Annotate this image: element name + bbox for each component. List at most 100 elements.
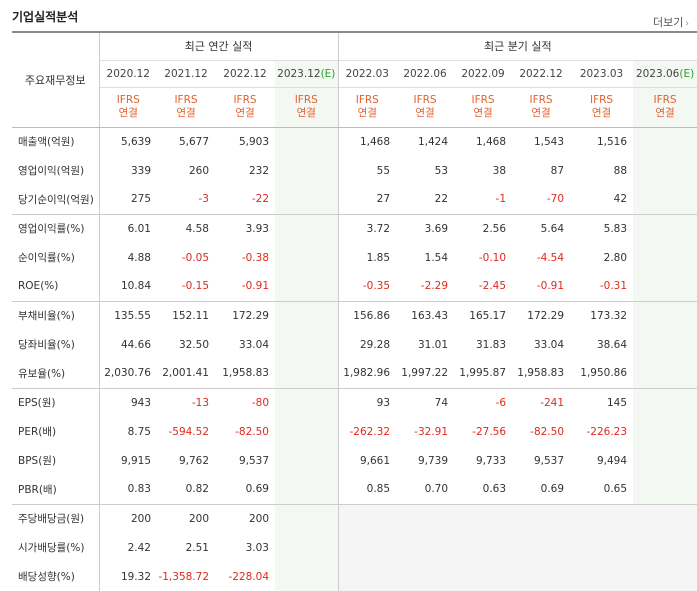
value-cell: 339 bbox=[98, 156, 157, 185]
value-cell: 42 bbox=[613, 193, 628, 206]
value-cell: 33.04 bbox=[533, 338, 565, 351]
period-header: 2023.03 bbox=[570, 59, 634, 87]
value-cell bbox=[570, 562, 634, 591]
value-cell: 0.69 bbox=[245, 483, 269, 496]
value-cell: 29.28 bbox=[337, 330, 397, 359]
value-cell: 2,030.76 bbox=[98, 359, 157, 388]
value-cell bbox=[633, 446, 697, 475]
value-cell: -0.35 bbox=[337, 272, 397, 301]
value-cell bbox=[633, 156, 697, 185]
table-row: EPS(원) 943 -13 -80 93 74 -6 -241 145 bbox=[12, 387, 697, 417]
value-cell: 1,958.83 bbox=[517, 367, 565, 380]
period-header: 2022.12 bbox=[512, 59, 571, 87]
value-cell: 0.85 bbox=[337, 475, 397, 504]
value-cell: 1,468 bbox=[475, 135, 507, 148]
ifrs-consolidated-label: IFRS 연결 bbox=[98, 86, 157, 128]
ifrs-consolidated-label: IFRS 연결 bbox=[157, 86, 215, 128]
value-cell bbox=[633, 475, 697, 504]
period-label: 2023.06 bbox=[635, 67, 680, 80]
value-cell bbox=[275, 213, 339, 243]
value-cell bbox=[454, 503, 513, 533]
row-label: 당좌비율(%) bbox=[18, 339, 75, 351]
value-cell: 8.75 bbox=[98, 417, 157, 446]
value-cell bbox=[275, 272, 339, 301]
value-cell: 1,543 bbox=[533, 135, 565, 148]
value-cell: 31.83 bbox=[475, 338, 507, 351]
value-cell: -22 bbox=[251, 193, 269, 206]
period-header: 2023.06(E) bbox=[633, 59, 697, 87]
value-cell: 172.29 bbox=[215, 300, 275, 330]
value-cell bbox=[633, 213, 697, 243]
value-cell bbox=[275, 533, 339, 562]
value-cell: 38.64 bbox=[596, 338, 628, 351]
value-cell bbox=[275, 359, 339, 388]
annual-group-header: 최근 연간 실적 bbox=[98, 31, 339, 60]
value-cell: 5,903 bbox=[238, 135, 269, 148]
value-cell: 5.64 bbox=[512, 213, 571, 243]
value-cell bbox=[633, 272, 697, 301]
value-cell: 1,982.96 bbox=[337, 359, 397, 388]
period-label: 2023.12 bbox=[277, 67, 321, 80]
value-cell: -228.04 bbox=[228, 570, 269, 583]
table-row: 매출액(억원) 5,639 5,677 5,903 1,468 1,424 1,468 1,5… bbox=[12, 127, 697, 156]
value-cell: -4.54 bbox=[536, 251, 565, 264]
estimate-mark: (E) bbox=[679, 67, 695, 80]
value-cell: 943 bbox=[98, 387, 157, 417]
value-cell bbox=[275, 156, 339, 185]
value-cell: 200 bbox=[98, 503, 157, 533]
more-link[interactable]: 더보기 › bbox=[653, 14, 689, 30]
value-cell bbox=[275, 300, 339, 330]
value-cell: -0.15 bbox=[181, 280, 209, 293]
value-cell bbox=[454, 533, 513, 562]
value-cell: 27 bbox=[337, 185, 397, 214]
value-cell: 9,661 bbox=[337, 446, 397, 475]
table-row: 순이익률(%) 4.88 -0.05 -0.38 1.85 1.54 -0.10 -4.54 2… bbox=[12, 243, 697, 272]
row-label: 배당성향(%) bbox=[18, 571, 75, 583]
value-cell: 200 bbox=[157, 503, 215, 533]
ifrs-consolidated-label: IFRS 연결 bbox=[633, 86, 697, 128]
value-cell bbox=[512, 533, 571, 562]
value-cell bbox=[396, 503, 455, 533]
value-cell: 1,468 bbox=[337, 127, 397, 156]
value-cell bbox=[275, 475, 339, 504]
value-cell: 53 bbox=[434, 164, 449, 177]
value-cell: 152.11 bbox=[157, 300, 215, 330]
value-cell: -82.50 bbox=[530, 425, 565, 438]
value-cell: 1,950.86 bbox=[580, 367, 628, 380]
value-cell: -2.29 bbox=[420, 280, 449, 293]
quarter-group-header: 최근 분기 실적 bbox=[337, 31, 697, 60]
value-cell: -13 bbox=[157, 387, 215, 417]
value-cell: 1,997.22 bbox=[401, 367, 449, 380]
ifrs-consolidated-label: IFRS 연결 bbox=[275, 86, 339, 128]
value-cell bbox=[396, 533, 455, 562]
value-cell bbox=[396, 562, 455, 591]
rowhead-label: 주요재무정보 bbox=[12, 31, 99, 128]
value-cell bbox=[633, 185, 697, 214]
value-cell: -241 bbox=[512, 387, 571, 417]
table-row: PER(배) 8.75 -594.52 -82.50 -262.32 -32.91 -27.… bbox=[12, 417, 697, 446]
value-cell bbox=[275, 127, 339, 156]
value-cell: -0.10 bbox=[478, 251, 507, 264]
value-cell: 1,995.87 bbox=[459, 367, 507, 380]
value-cell: 22 bbox=[434, 193, 449, 206]
table-row: 부채비율(%) 135.55 152.11 172.29 156.86 163.43 165… bbox=[12, 300, 697, 330]
value-cell bbox=[275, 503, 339, 533]
value-cell: 4.88 bbox=[98, 243, 157, 272]
value-cell: 5.83 bbox=[570, 213, 634, 243]
value-cell: -6 bbox=[454, 387, 513, 417]
value-cell: 1,958.83 bbox=[222, 367, 269, 380]
value-cell: 163.43 bbox=[396, 300, 455, 330]
value-cell: -594.52 bbox=[168, 425, 209, 438]
value-cell: 5,639 bbox=[98, 127, 157, 156]
row-label: 영업이익(억원) bbox=[18, 165, 85, 177]
row-label: 시가배당률(%) bbox=[18, 542, 85, 554]
value-cell bbox=[570, 503, 634, 533]
value-cell bbox=[337, 503, 397, 533]
value-cell: 9,733 bbox=[475, 454, 507, 467]
value-cell bbox=[275, 387, 339, 417]
value-cell: 31.01 bbox=[417, 338, 449, 351]
value-cell: -3 bbox=[198, 193, 209, 206]
value-cell: -32.91 bbox=[414, 425, 449, 438]
value-cell: 9,739 bbox=[417, 454, 449, 467]
value-cell: 0.82 bbox=[185, 483, 209, 496]
